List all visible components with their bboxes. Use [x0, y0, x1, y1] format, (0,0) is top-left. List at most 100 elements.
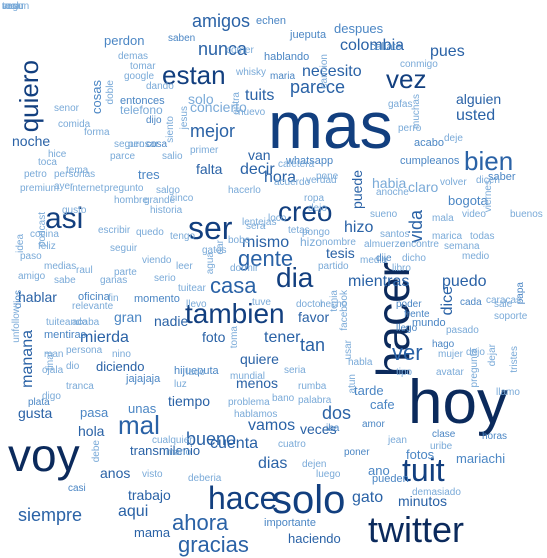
cloud-word: cosas — [89, 80, 104, 114]
cloud-word: agua — [205, 252, 216, 275]
cloud-word: buenos — [510, 209, 543, 220]
cloud-word: importante — [264, 517, 316, 529]
cloud-word: foto — [202, 329, 226, 345]
cloud-word: dicen — [476, 175, 500, 186]
cloud-word: mentiras — [44, 329, 87, 341]
cloud-word: idea — [15, 234, 26, 253]
cloud-word: bano — [272, 393, 295, 404]
cloud-word: hola — [78, 423, 105, 439]
cloud-word: perro — [398, 123, 422, 134]
cloud-word: gran — [114, 309, 143, 325]
cloud-word: momento — [134, 293, 180, 305]
cloud-word: aqui — [118, 503, 149, 520]
cloud-word: puede — [349, 170, 365, 209]
cloud-word: man — [44, 349, 64, 360]
cloud-word: tarde — [354, 383, 384, 398]
cloud-word: unas — [128, 401, 157, 416]
cloud-word: tesis — [326, 245, 355, 261]
cloud-word: cafetera — [278, 159, 315, 170]
cloud-word: ano — [368, 463, 390, 478]
cloud-word: internet — [70, 183, 104, 194]
cloud-word: tocar — [2, 1, 25, 12]
cloud-word: ahora — [172, 510, 229, 535]
cloud-word: gatos — [202, 245, 227, 256]
cloud-word: acabo — [414, 137, 444, 149]
cloud-word: doble — [105, 80, 116, 105]
cloud-word: cada — [460, 297, 482, 308]
cloud-word: comida — [58, 119, 91, 130]
cloud-word: dia — [276, 262, 314, 293]
cloud-word: hora — [264, 169, 297, 186]
cloud-word: pueden — [372, 473, 409, 485]
cloud-word: poder — [396, 299, 422, 310]
cloud-word: avatar — [436, 367, 464, 378]
cloud-word: paso — [20, 251, 42, 262]
cloud-word: dejo — [466, 347, 485, 358]
cloud-word: llevo — [186, 299, 207, 310]
cloud-word: verdad — [306, 175, 337, 186]
cloud-word: dias — [258, 455, 288, 472]
cloud-word: maria — [270, 71, 296, 82]
cloud-word: tranca — [66, 381, 94, 392]
cloud-word: asi — [45, 202, 84, 235]
cloud-word: nuevo — [238, 107, 266, 118]
cloud-word: minutos — [398, 493, 448, 509]
cloud-word: decir — [240, 161, 275, 178]
cloud-word: mierda — [80, 329, 129, 346]
cloud-word: dio — [66, 361, 80, 372]
cloud-word: solo — [188, 91, 214, 107]
cloud-word: almuerzo — [364, 239, 406, 250]
cloud-word: cosa — [146, 139, 168, 150]
cloud-word: entra — [231, 92, 242, 115]
cloud-word: mundial — [230, 371, 266, 382]
cloud-word: manana — [19, 330, 36, 388]
cloud-word: facebook — [339, 290, 350, 331]
cloud-word: jean — [388, 435, 407, 446]
cloud-word: despues — [334, 21, 384, 36]
cloud-word: cuenta — [210, 435, 259, 452]
cloud-word: viendo — [142, 255, 172, 266]
cloud-word: bogota — [448, 193, 488, 208]
cloud-word: tomar — [130, 61, 156, 72]
cloud-word: conmigo — [400, 59, 438, 70]
cloud-word: quiero — [14, 60, 44, 133]
cloud-word: noche — [12, 133, 51, 149]
cloud-word: muchas — [411, 94, 422, 130]
cloud-word: mejor — [190, 121, 236, 141]
cloud-word: mama — [134, 525, 171, 540]
cloud-word: hecho — [320, 299, 348, 310]
cloud-word: van — [248, 147, 271, 163]
cloud-word: hizo — [344, 219, 374, 236]
cloud-word: viernes — [483, 180, 494, 213]
cloud-word: concierto — [190, 99, 247, 115]
cloud-word: tuve — [252, 297, 271, 308]
cloud-word: habla — [348, 357, 373, 368]
cloud-word: parce — [110, 151, 136, 162]
cloud-word: dejar — [487, 344, 498, 367]
cloud-word: dijo — [146, 115, 162, 126]
cloud-word: cafe — [370, 397, 395, 412]
cloud-word: palabra — [298, 395, 332, 406]
cloud-word: tuiteando — [46, 317, 88, 328]
cloud-word: toma — [229, 326, 240, 349]
cloud-word: acuerdo — [274, 177, 311, 188]
cloud-word: ropa — [304, 193, 325, 204]
cloud-word: acaba — [72, 317, 100, 328]
cloud-word: gracias — [178, 532, 249, 557]
cloud-word: anoche — [376, 187, 409, 198]
cloud-word: semana — [444, 241, 480, 252]
cloud-word: problema — [228, 397, 270, 408]
cloud-word: sera — [246, 221, 266, 232]
cloud-word: raul — [76, 265, 93, 276]
cloud-word: gusto — [62, 205, 87, 216]
cloud-word: pasa — [80, 405, 109, 420]
cloud-word: feliz — [38, 241, 56, 252]
cloud-word: grande — [144, 195, 176, 206]
cloud-word: plata — [28, 397, 50, 408]
cloud-word: primer — [190, 145, 219, 156]
cloud-word: favor — [298, 309, 330, 325]
cloud-word: serio — [154, 273, 176, 284]
cloud-word: parece — [290, 77, 346, 97]
cloud-word: colombia — [340, 37, 405, 54]
cloud-word: nunca — [198, 39, 248, 59]
